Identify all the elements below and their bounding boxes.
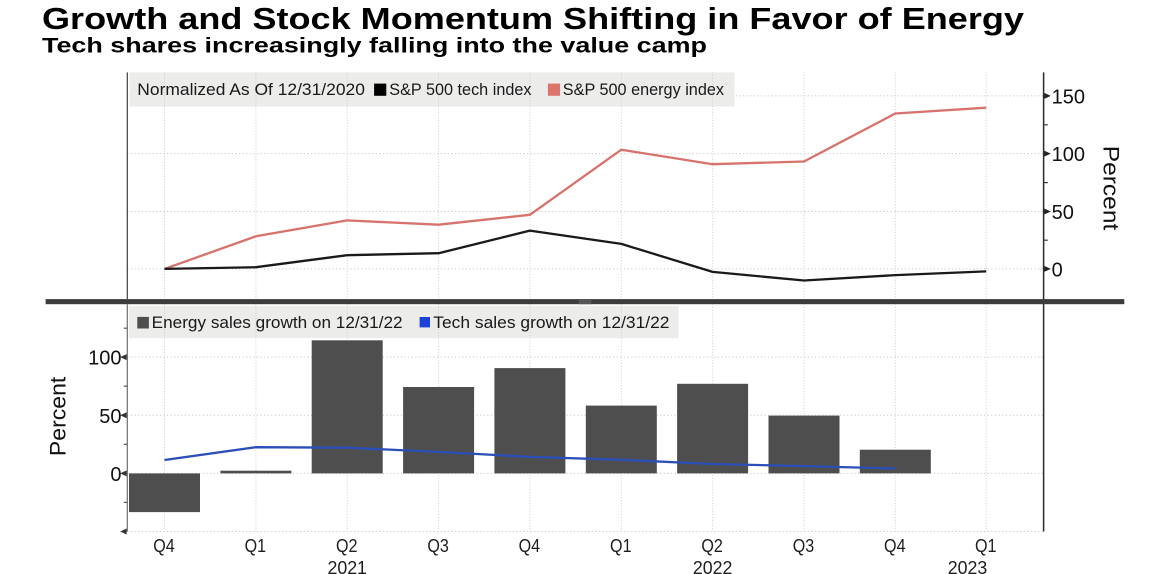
svg-text:S&P 500 tech index: S&P 500 tech index bbox=[389, 81, 532, 99]
svg-text:150: 150 bbox=[1052, 87, 1085, 109]
svg-text:Tech sales growth on 12/31/22: Tech sales growth on 12/31/22 bbox=[433, 314, 669, 332]
svg-text:Q2: Q2 bbox=[701, 536, 723, 556]
svg-text:2021: 2021 bbox=[327, 557, 367, 574]
svg-text:100: 100 bbox=[1052, 144, 1085, 166]
svg-text:S&P 500 energy index: S&P 500 energy index bbox=[563, 81, 725, 99]
svg-text:100: 100 bbox=[88, 348, 121, 370]
svg-text:Q1: Q1 bbox=[245, 536, 267, 556]
svg-text:Q4: Q4 bbox=[884, 536, 906, 556]
svg-text:0: 0 bbox=[1052, 260, 1063, 282]
svg-text:Q1: Q1 bbox=[610, 536, 632, 556]
svg-text:50: 50 bbox=[1052, 202, 1074, 224]
svg-text:2023: 2023 bbox=[948, 557, 988, 574]
svg-text:Q2: Q2 bbox=[336, 536, 358, 556]
svg-text:Energy sales growth on 12/31/2: Energy sales growth on 12/31/22 bbox=[152, 314, 403, 332]
svg-text:0: 0 bbox=[110, 464, 121, 486]
svg-text:Growth and Stock Momentum Shif: Growth and Stock Momentum Shifting in Fa… bbox=[42, 1, 1025, 36]
svg-text:Q3: Q3 bbox=[793, 536, 815, 556]
svg-text:Percent: Percent bbox=[1099, 146, 1124, 231]
svg-text:Normalized As Of 12/31/2020: Normalized As Of 12/31/2020 bbox=[137, 81, 365, 99]
svg-text:Q4: Q4 bbox=[153, 536, 175, 556]
svg-text:Q4: Q4 bbox=[519, 536, 541, 556]
svg-text:50: 50 bbox=[99, 406, 121, 428]
svg-text:Tech shares increasingly falli: Tech shares increasingly falling into th… bbox=[42, 34, 707, 57]
svg-text:Percent: Percent bbox=[45, 376, 70, 456]
svg-text:Q1: Q1 bbox=[975, 536, 997, 556]
svg-text:2022: 2022 bbox=[693, 557, 733, 574]
svg-text:Q3: Q3 bbox=[427, 536, 449, 556]
